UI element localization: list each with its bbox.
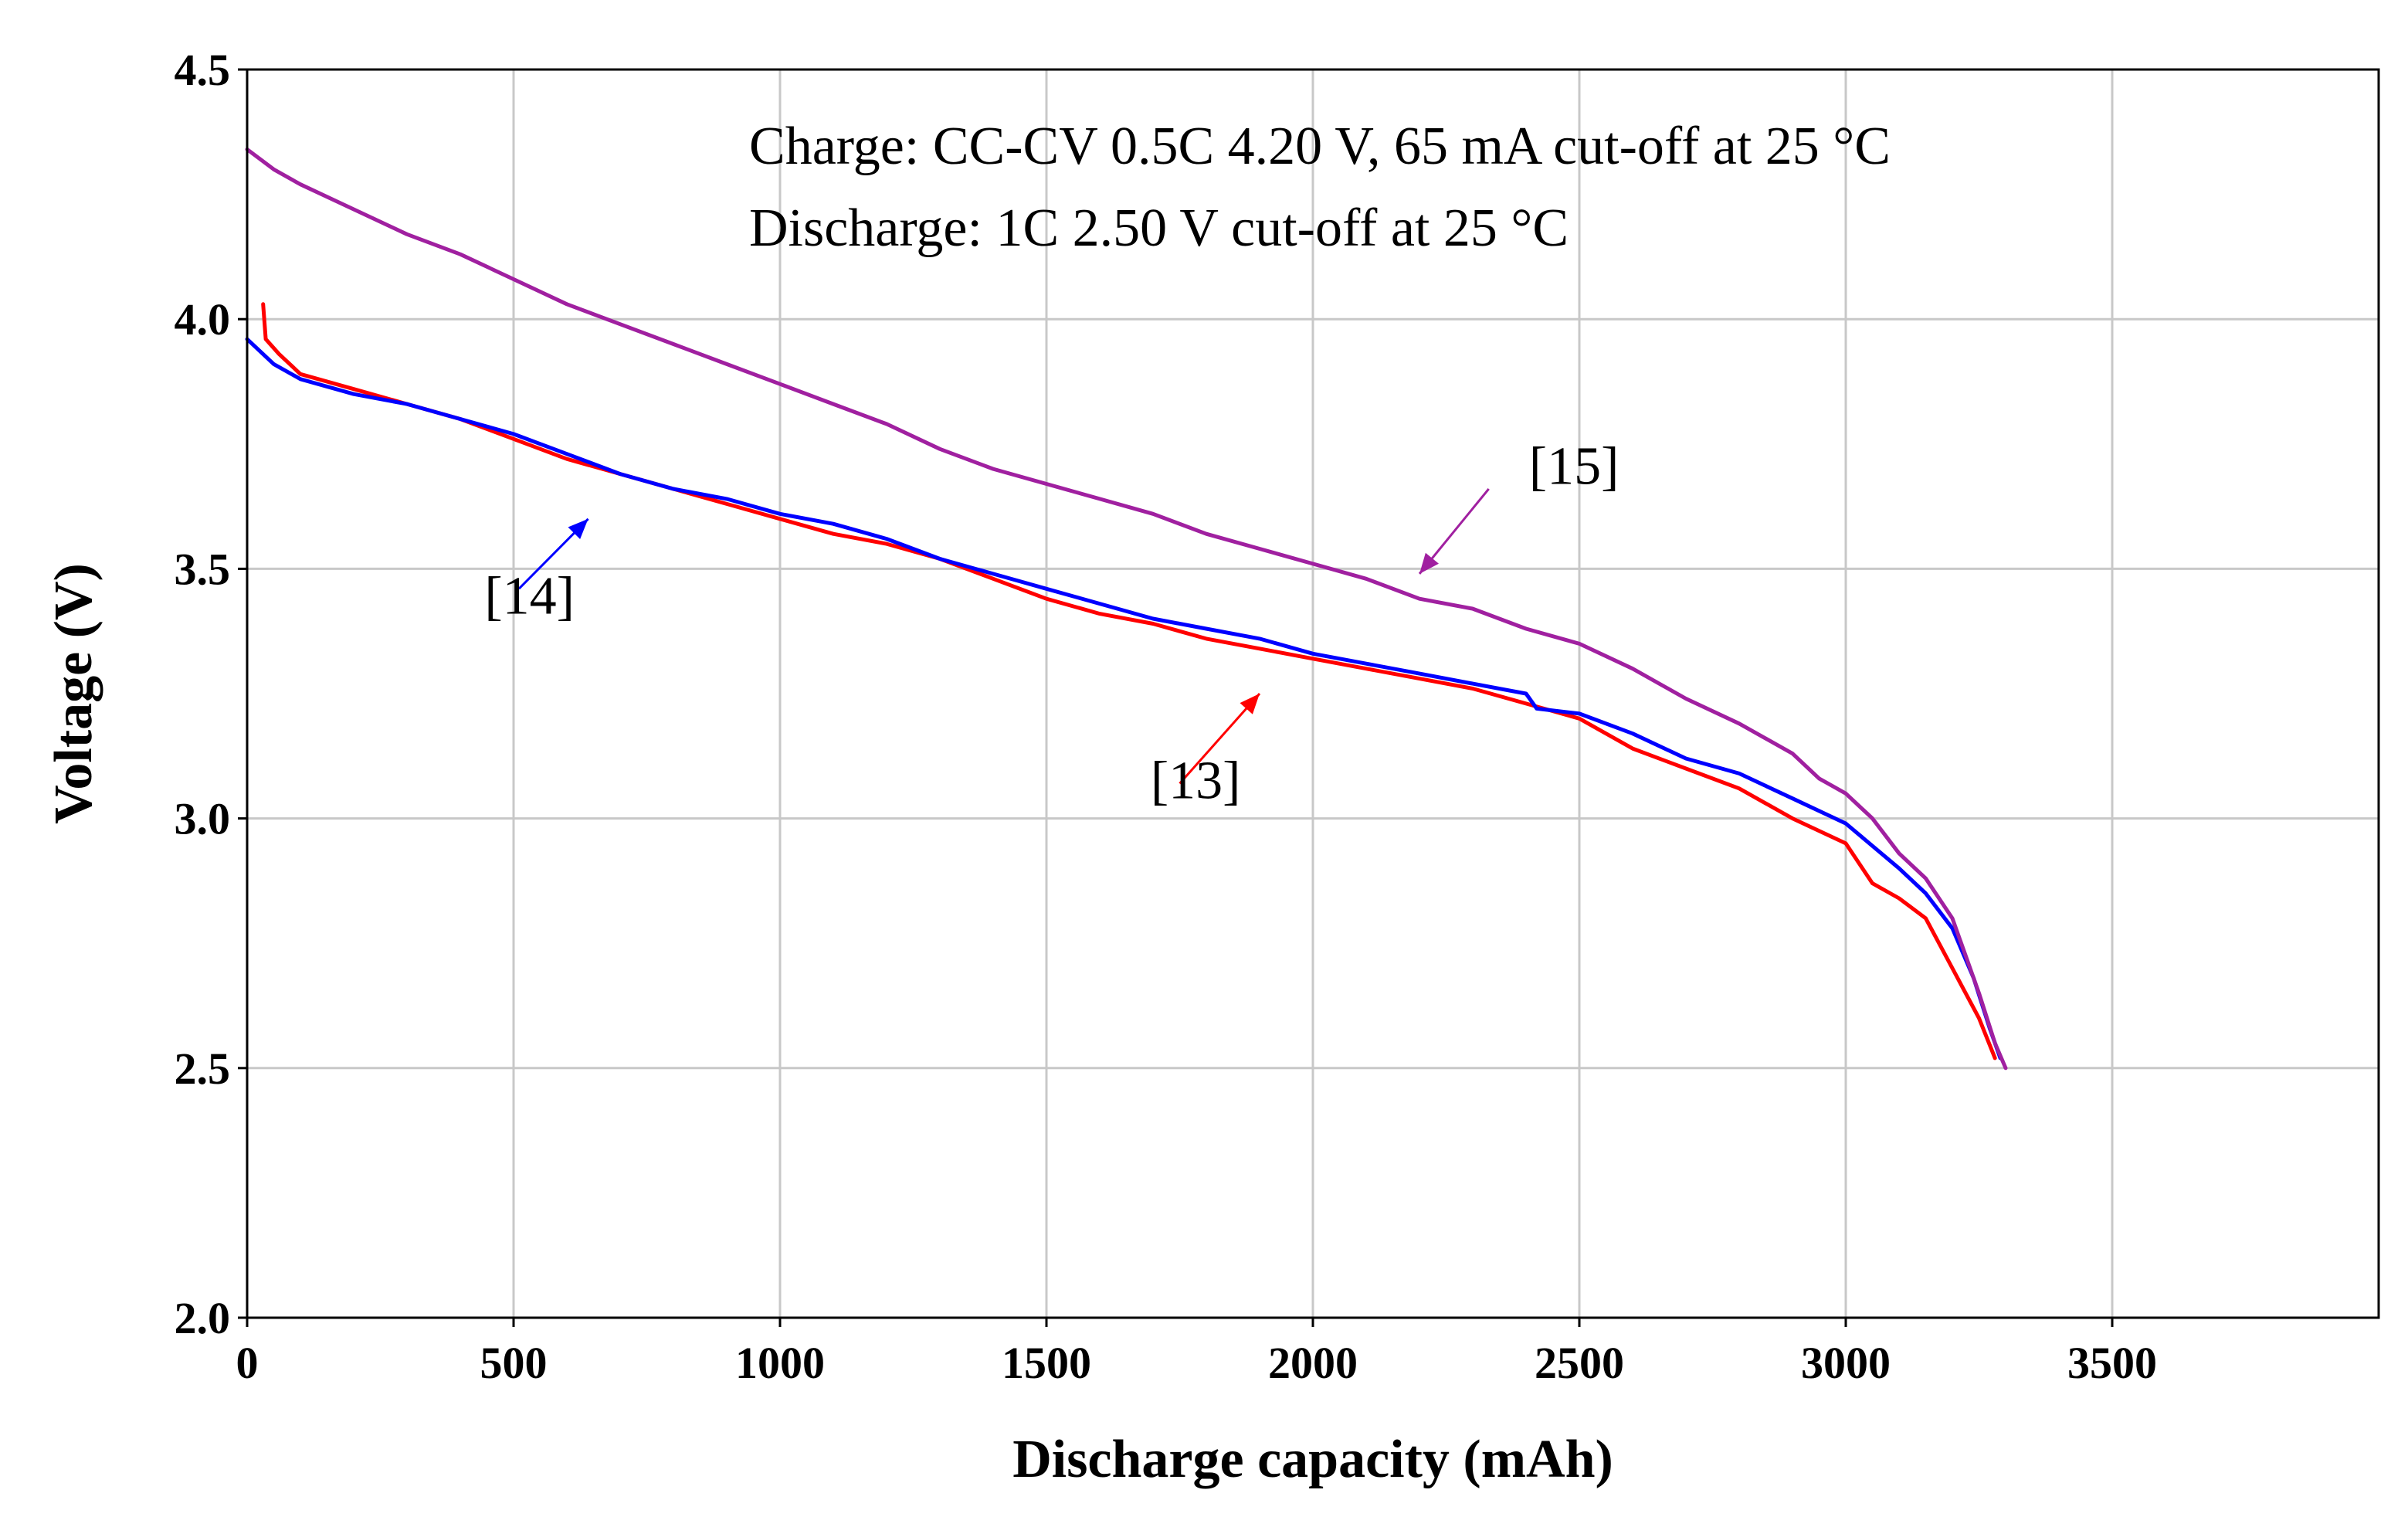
x-tick-label: 1000 <box>735 1338 825 1388</box>
x-tick-label: 500 <box>480 1338 548 1388</box>
x-axis-title: Discharge capacity (mAh) <box>1012 1430 1613 1489</box>
ref-label-14: [14] <box>484 567 575 626</box>
tick-labels: 0 500 1000 1500 2000 2500 3000 3500 2.0 2.5 3.0 3.5… <box>175 45 2158 1388</box>
x-tick-label: 1500 <box>1002 1338 1091 1388</box>
ref-arrowhead-13 <box>1240 694 1260 714</box>
annotation-line-charge: Charge: CC-CV 0.5C 4.20 V, 65 mA cut-off… <box>749 117 1891 176</box>
y-tick-label: 3.0 <box>175 794 231 844</box>
series-line-15 <box>245 147 2008 1071</box>
y-tick-label: 3.5 <box>175 544 231 594</box>
y-tick-label: 4.5 <box>175 45 231 95</box>
reference-labels: [13] [14] [15] <box>484 437 1619 811</box>
x-tick-label: 3000 <box>1801 1338 1891 1388</box>
ref-arrowhead-14 <box>568 518 588 539</box>
y-tick-label: 2.0 <box>175 1293 231 1343</box>
series-line-13 <box>261 302 1997 1061</box>
ref-label-15: [15] <box>1529 437 1619 497</box>
ref-label-13: [13] <box>1151 752 1241 811</box>
y-tick-label: 4.0 <box>175 294 231 344</box>
x-tick-label: 2000 <box>1268 1338 1358 1388</box>
annotation-line-discharge: Discharge: 1C 2.50 V cut-off at 25 °C <box>749 199 1569 258</box>
y-tick-label: 2.5 <box>175 1044 231 1094</box>
x-tick-label: 2500 <box>1535 1338 1624 1388</box>
series-line-14 <box>245 337 2003 1061</box>
y-axis-title: Voltage (V) <box>44 563 103 824</box>
ref-arrowhead-15 <box>1419 552 1439 574</box>
series-layer <box>245 147 2008 1071</box>
x-tick-label: 0 <box>236 1338 259 1388</box>
x-tick-label: 3500 <box>2067 1338 2157 1388</box>
